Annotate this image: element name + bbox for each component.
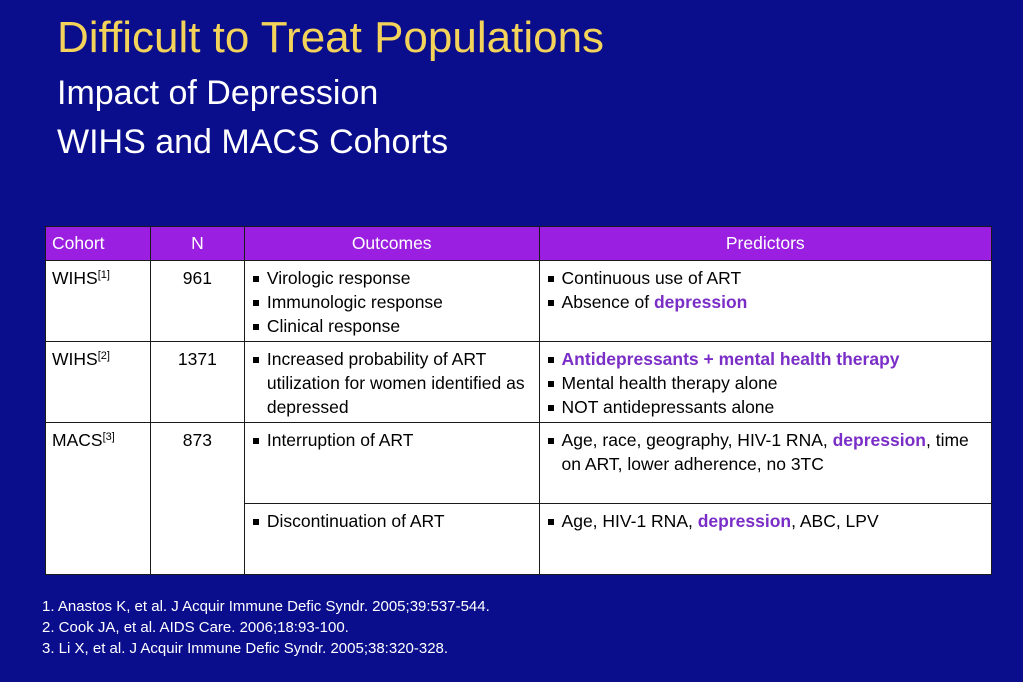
n-cell: 873: [149, 422, 245, 575]
predictor-text: , time on ART, lower adherence, no 3TC: [561, 430, 969, 474]
reference-item: 2. Cook JA, et al. AIDS Care. 2006;18:93…: [42, 619, 349, 636]
predictor-item: Age, race, geography, HIV-1 RNA, depress…: [546, 428, 985, 476]
predictor-item: Antidepressants + mental health therapy: [546, 347, 985, 371]
outcomes-cell: Increased probability of ART utilization…: [243, 341, 540, 423]
header-predictors: Predictors: [538, 226, 993, 261]
predictor-text: Absence of: [561, 292, 654, 312]
cohort-name: WIHS: [52, 268, 98, 288]
cohort-cell: MACS[3]: [45, 422, 151, 575]
outcomes-cell: Virologic response Immunologic response …: [243, 260, 540, 342]
reference-marker: [2]: [97, 350, 110, 362]
predictor-item: Continuous use of ART: [546, 266, 985, 290]
outcomes-cell: Interruption of ART: [243, 422, 540, 504]
references: 1. Anastos K, et al. J Acquir Immune Def…: [42, 596, 490, 659]
predictor-text: Age, race, geography, HIV-1 RNA,: [561, 430, 833, 450]
outcome-item: Immunologic response: [251, 290, 533, 314]
table-header-row: Cohort N Outcomes Predictors: [45, 226, 993, 261]
cohort-name: MACS: [52, 430, 103, 450]
slide-subtitle-2: WIHS and MACS Cohorts: [57, 123, 449, 161]
reference-item: 3. Li X, et al. J Acquir Immune Defic Sy…: [42, 640, 449, 657]
outcome-item: Interruption of ART: [251, 428, 533, 452]
n-cell: 961: [149, 260, 245, 342]
predictors-cell: Continuous use of ART Absence of depress…: [538, 260, 993, 342]
table-row: MACS[3] 873 Interruption of ART Age, rac…: [45, 422, 993, 575]
table-row: Discontinuation of ART Age, HIV-1 RNA, d…: [46, 503, 993, 575]
cohort-table: Cohort N Outcomes Predictors WIHS[1] 961…: [45, 226, 993, 575]
header-outcomes: Outcomes: [243, 226, 540, 261]
highlight-term: depression: [697, 511, 792, 531]
reference-marker: [3]: [102, 431, 115, 443]
slide-subtitle-1: Impact of Depression: [57, 74, 379, 112]
outcome-item: Clinical response: [251, 314, 533, 338]
reference-item: 1. Anastos K, et al. J Acquir Immune Def…: [42, 598, 490, 615]
cohort-cell: WIHS[1]: [45, 260, 151, 342]
predictor-text: , ABC, LPV: [791, 511, 879, 531]
header-cohort: Cohort: [45, 226, 151, 261]
table-row: WIHS[1] 961 Virologic response Immunolog…: [45, 260, 993, 342]
cohort-name: WIHS: [52, 349, 98, 369]
outcome-item: Discontinuation of ART: [251, 509, 533, 533]
predictor-item: Mental health therapy alone: [546, 371, 985, 395]
table-row: WIHS[2] 1371 Increased probability of AR…: [45, 341, 993, 423]
cohort-cell: WIHS[2]: [45, 341, 151, 423]
predictors-cell: Age, HIV-1 RNA, depression, ABC, LPV: [538, 503, 993, 575]
reference-marker: [1]: [97, 269, 110, 281]
predictors-cell: Age, race, geography, HIV-1 RNA, depress…: [538, 422, 993, 504]
header-n: N: [149, 226, 245, 261]
highlight-term: depression: [832, 430, 926, 450]
predictor-text: Age, HIV-1 RNA,: [561, 511, 698, 531]
predictor-item: Absence of depression: [546, 290, 985, 314]
predictor-item: NOT antidepressants alone: [546, 395, 985, 419]
outcome-item: Virologic response: [251, 266, 533, 290]
predictor-item: Age, HIV-1 RNA, depression, ABC, LPV: [546, 509, 985, 533]
predictors-cell: Antidepressants + mental health therapy …: [538, 341, 993, 423]
outcomes-cell: Discontinuation of ART: [243, 503, 540, 575]
n-cell: 1371: [149, 341, 245, 423]
slide-title: Difficult to Treat Populations: [57, 13, 605, 62]
outcome-item: Increased probability of ART utilization…: [251, 347, 533, 419]
highlight-term: depression: [653, 292, 748, 312]
